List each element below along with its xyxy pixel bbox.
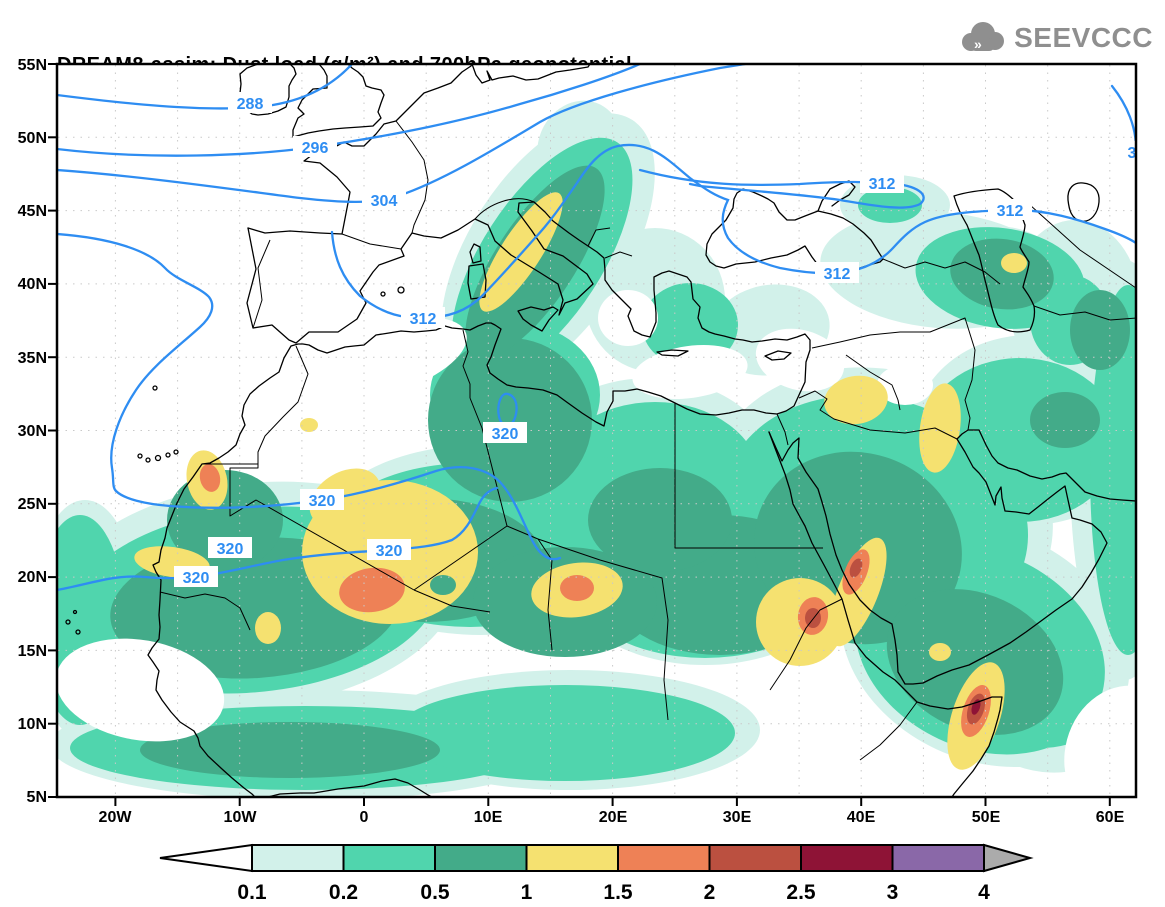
lat-label: 5N [27, 789, 47, 806]
contour-label: 312 [401, 307, 445, 328]
contour-label: 296 [293, 136, 337, 157]
lon-label: 0 [360, 809, 369, 826]
lat-label: 15N [18, 643, 47, 660]
colorbar-label: 0.5 [420, 881, 450, 904]
colorbar-segment [891, 844, 985, 872]
svg-text:320: 320 [217, 541, 244, 558]
lon-label: 20W [99, 809, 133, 826]
colorbar: 0.1 0.2 0.5 1 1.5 2 2.5 3 4 [159, 843, 1034, 904]
colorbar-labels: 0.1 0.2 0.5 1 1.5 2 2.5 3 4 [237, 881, 990, 904]
lon-label: 20E [599, 809, 628, 826]
svg-text:312: 312 [410, 311, 437, 328]
colorbar-segment [434, 844, 528, 872]
svg-text:»: » [974, 36, 982, 52]
svg-text:320: 320 [183, 570, 210, 587]
colorbar-left-arrow [159, 843, 253, 873]
svg-text:312: 312 [824, 266, 851, 283]
colorbar-label: 1 [521, 881, 533, 904]
lon-label: 10W [224, 809, 258, 826]
lat-label: 10N [18, 716, 47, 733]
lat-label: 40N [18, 276, 47, 293]
seevccc-logo: » SEEVCCC [956, 20, 1153, 56]
dust-level-0.5 [110, 165, 1130, 778]
svg-text:312: 312 [869, 176, 896, 193]
svg-text:296: 296 [302, 140, 329, 157]
dust-hole [430, 575, 456, 595]
colorbar-segment [342, 844, 436, 872]
lon-label: 60E [1096, 809, 1125, 826]
contour-label: 320 [208, 537, 252, 558]
svg-text:3: 3 [1128, 145, 1137, 162]
lat-axis-labels: 55N 50N 45N 40N 35N 30N 25N 20N 15N 10N … [18, 57, 47, 806]
dust-free-areas [58, 290, 1135, 796]
contour-label: 320 [174, 566, 218, 587]
contour-label: 312 [988, 199, 1032, 220]
colorbar-label: 4 [978, 881, 990, 904]
lat-label: 25N [18, 496, 47, 513]
contour-label: 288 [228, 92, 272, 113]
svg-text:320: 320 [376, 543, 403, 560]
contour-label: 3 [1122, 141, 1137, 162]
contour-label: 320 [300, 489, 344, 510]
map-canvas: 288 296 304 312 312 312 312 3 320 320 32… [58, 65, 1137, 796]
colorbar-label: 0.2 [329, 881, 358, 904]
lat-label: 45N [18, 203, 47, 220]
colorbar-label: 1.5 [603, 881, 633, 904]
lat-label: 30N [18, 423, 47, 440]
contour-label: 304 [362, 189, 406, 210]
svg-text:320: 320 [309, 493, 336, 510]
lon-label: 50E [972, 809, 1001, 826]
map-frame [55, 62, 1138, 799]
colorbar-label: 3 [887, 881, 899, 904]
colorbar-segment [525, 844, 619, 872]
svg-text:312: 312 [997, 203, 1024, 220]
colorbar-segment [800, 844, 894, 872]
colorbar-segment [708, 844, 802, 872]
lon-label: 10E [474, 809, 503, 826]
lat-label: 35N [18, 350, 47, 367]
svg-text:288: 288 [237, 96, 264, 113]
lat-label: 50N [18, 130, 47, 147]
colorbar-label: 0.1 [237, 881, 267, 904]
lat-label: 55N [18, 57, 47, 74]
contour-label: 312 [860, 172, 904, 193]
svg-text:320: 320 [492, 426, 519, 443]
logo-text: SEEVCCC [1014, 22, 1153, 53]
lon-label: 40E [847, 809, 876, 826]
axis-ticks [48, 63, 1111, 806]
cloud-icon: » [962, 22, 1005, 52]
svg-text:304: 304 [371, 193, 398, 210]
lon-axis-labels: 20W 10W 0 10E 20E 30E 40E 50E 60E [99, 809, 1125, 826]
country-borders [159, 120, 1135, 761]
colorbar-label: 2.5 [786, 881, 816, 904]
colorbar-segment [251, 844, 345, 872]
lat-label: 20N [18, 569, 47, 586]
colorbar-segment [617, 844, 711, 872]
colorbar-label: 2 [704, 881, 716, 904]
colorbar-right-arrow [983, 843, 1034, 873]
contour-label: 312 [815, 262, 859, 283]
contour-label: 320 [483, 422, 527, 443]
lon-label: 30E [723, 809, 752, 826]
contour-label: 320 [367, 539, 411, 560]
contour-labels: 288 296 304 312 312 312 312 3 320 320 32… [174, 92, 1137, 587]
